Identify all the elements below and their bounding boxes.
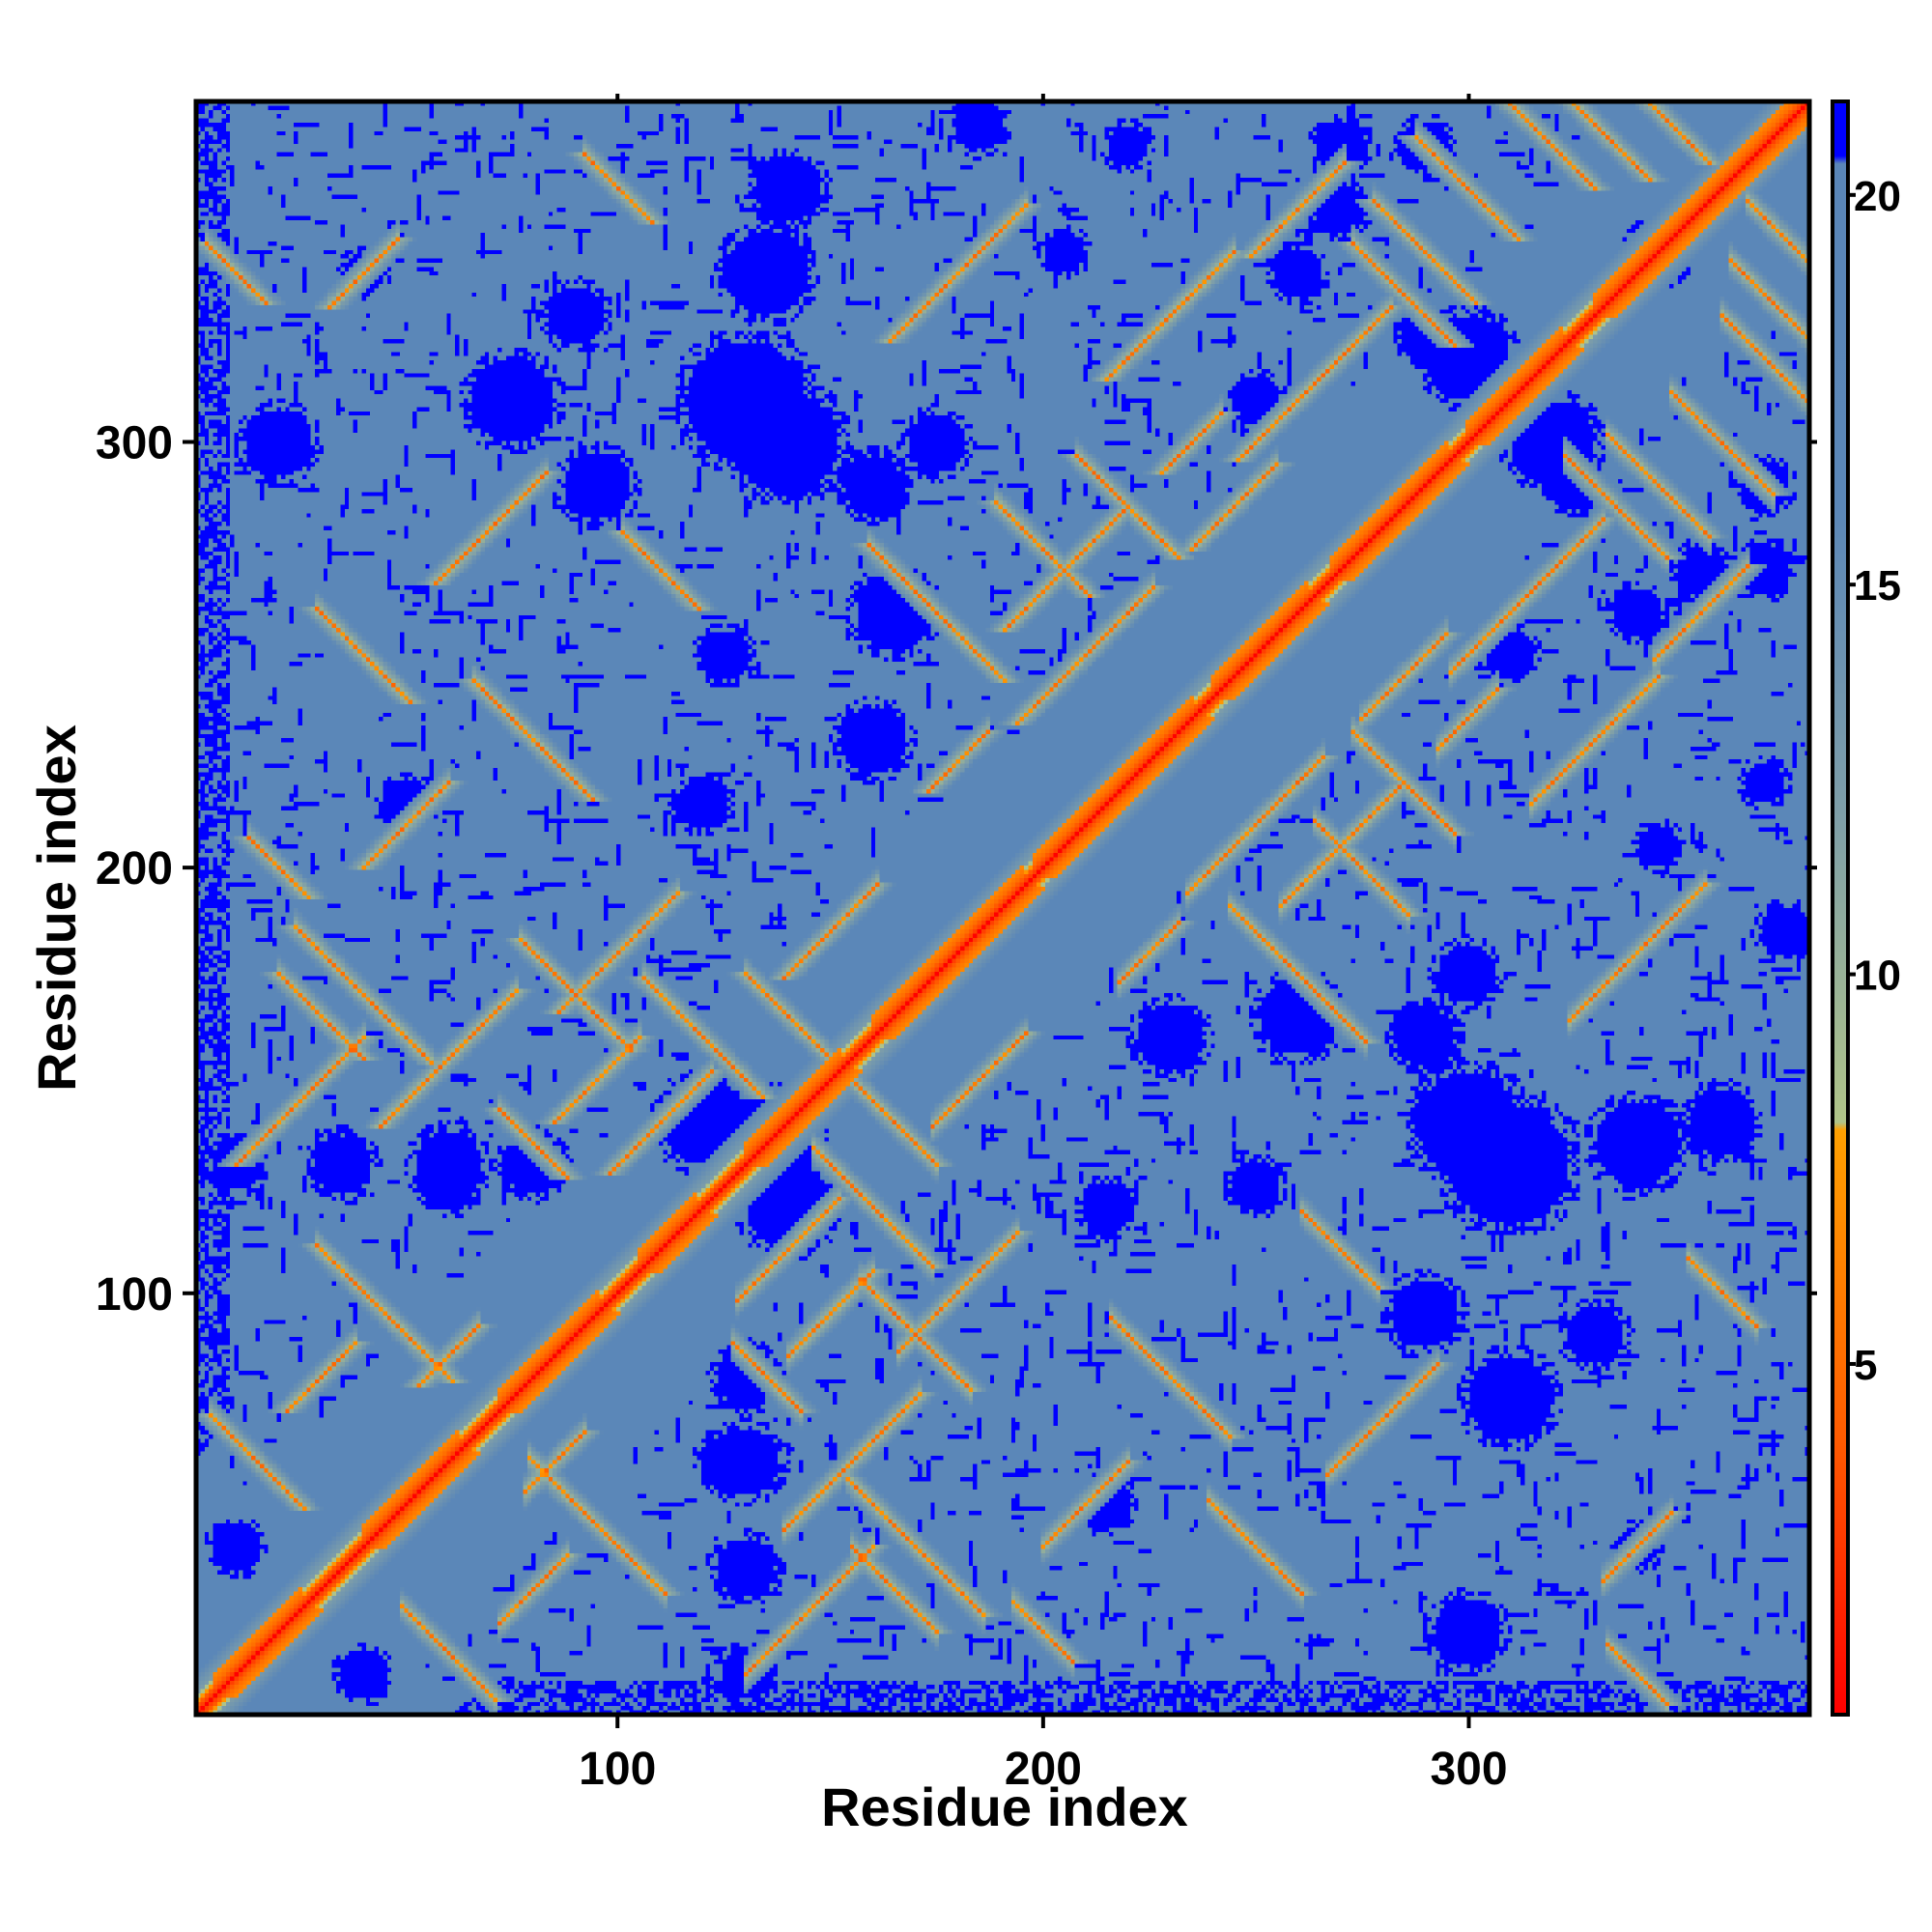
colorbar-gradient xyxy=(1833,101,1848,1715)
colorbar: 5 10 15 20 xyxy=(1831,99,1901,1717)
colorbar-tick-label: 10 xyxy=(1854,952,1901,1000)
x-tick-label: 100 xyxy=(579,1744,656,1795)
x-tick-label: 300 xyxy=(1430,1744,1507,1795)
y-axis: 100 200 300 xyxy=(96,418,1817,1321)
y-tick-label: 200 xyxy=(96,843,173,895)
plot-frame xyxy=(193,99,1812,1718)
y-tick-label: 300 xyxy=(96,418,173,469)
x-axis: 100 200 300 xyxy=(579,94,1508,1795)
colorbar-tick-label: 15 xyxy=(1854,562,1901,610)
colorbar-tick-label: 5 xyxy=(1854,1342,1877,1389)
heatmap xyxy=(196,101,1809,1715)
y-tick-label: 100 xyxy=(96,1269,173,1321)
colorbar-frame xyxy=(1831,99,1850,1717)
y-axis-title: Residue index xyxy=(26,724,87,1092)
x-axis-title: Residue index xyxy=(821,1776,1188,1837)
colorbar-tick-label: 20 xyxy=(1854,173,1901,220)
x-tick-label: 200 xyxy=(1005,1744,1082,1795)
heatmap-image xyxy=(196,101,1809,1715)
